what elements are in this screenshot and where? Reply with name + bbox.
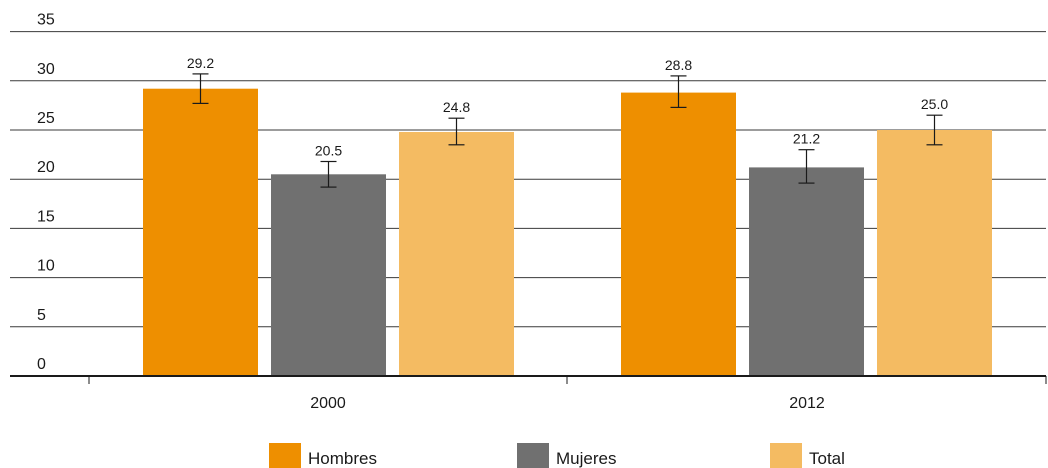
y-tick-label: 20 <box>37 159 55 176</box>
data-label: 24.8 <box>443 99 470 115</box>
y-tick-label: 5 <box>37 307 46 324</box>
legend-swatch <box>269 443 301 468</box>
error-bar <box>192 73 209 105</box>
legend-item-total: Total <box>770 443 845 468</box>
data-label: 21.2 <box>793 131 820 147</box>
legend-item-hombres: Hombres <box>269 443 377 468</box>
legend-label: Mujeres <box>556 449 616 468</box>
data-labels: 29.2 28.8 20.5 21.2 24.8 25.0 <box>187 55 948 159</box>
y-tick-label: 0 <box>37 356 46 373</box>
data-label: 25.0 <box>921 96 948 112</box>
error-bars <box>192 73 943 188</box>
legend-label: Total <box>809 449 845 468</box>
data-label: 29.2 <box>187 55 214 71</box>
legend-swatch <box>517 443 549 468</box>
y-axis-ticks: 0 5 10 15 20 25 30 35 <box>37 12 55 373</box>
legend-item-mujeres: Mujeres <box>517 443 616 468</box>
x-axis: 2000 2012 <box>10 375 1047 412</box>
y-tick-label: 25 <box>37 110 55 127</box>
bar-total-2000 <box>399 132 514 376</box>
x-category-label: 2012 <box>789 395 825 412</box>
y-tick-label: 30 <box>37 61 55 78</box>
legend-label: Hombres <box>308 449 377 468</box>
y-tick-label: 10 <box>37 258 55 275</box>
error-bar <box>320 160 337 188</box>
error-bar <box>798 149 815 184</box>
error-bar <box>926 114 943 146</box>
legend: Hombres Mujeres Total <box>269 443 845 468</box>
bar-hombres-2000 <box>143 88 258 376</box>
bar-total-2012 <box>877 130 992 376</box>
y-tick-label: 15 <box>37 208 55 225</box>
bar-mujeres-2000 <box>271 174 386 376</box>
bars <box>143 88 992 376</box>
legend-swatch <box>770 443 802 468</box>
data-label: 20.5 <box>315 143 342 159</box>
data-label: 28.8 <box>665 57 692 73</box>
error-bar <box>448 117 465 146</box>
y-tick-label: 35 <box>37 12 55 29</box>
error-bar <box>670 75 687 109</box>
bar-hombres-2012 <box>621 92 736 376</box>
x-category-label: 2000 <box>310 395 346 412</box>
bar-mujeres-2012 <box>749 167 864 376</box>
